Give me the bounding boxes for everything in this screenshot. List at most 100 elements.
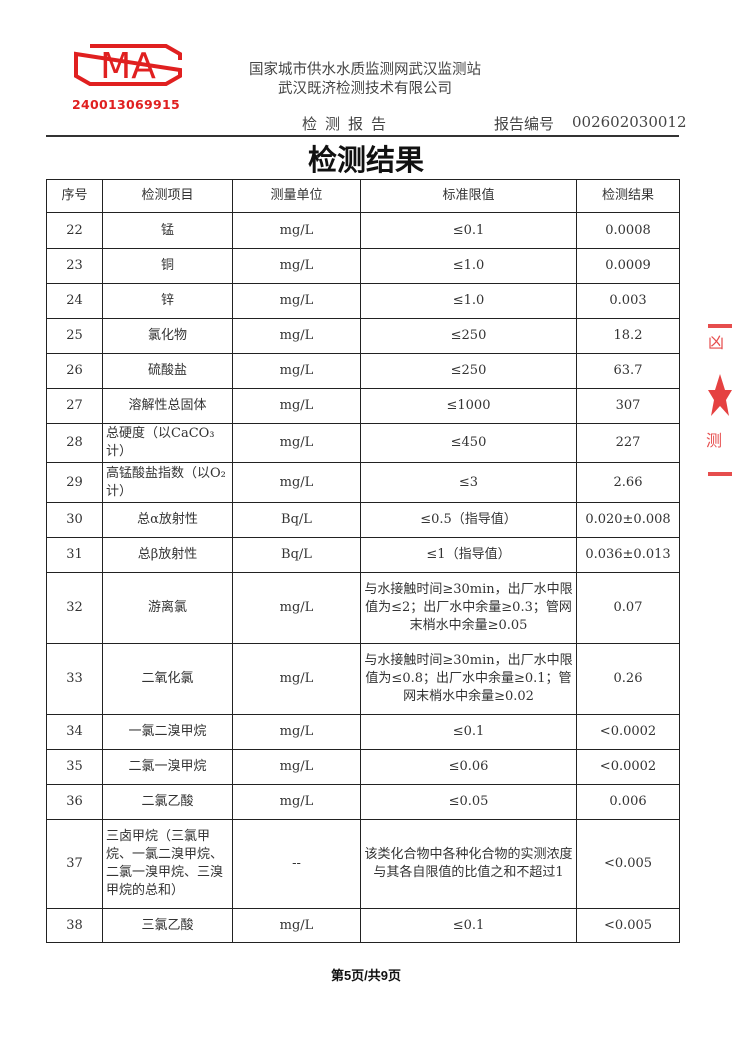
cell-result: 0.0008 [576,212,680,249]
cell-unit: mg/L [232,318,361,354]
cell-unit: Bq/L [232,537,361,573]
page-number: 第5页/共9页 [330,968,402,983]
cell-no: 33 [46,643,103,715]
col-item: 检测项目 [102,179,233,213]
cell-limit: ≤0.5（指导值） [360,502,577,538]
cell-no: 32 [46,572,103,644]
page-title: 检测结果 [307,143,424,177]
cell-result: <0.0002 [576,714,680,750]
cell-item: 锌 [102,283,233,319]
cell-unit: mg/L [232,283,361,319]
cell-no: 28 [46,423,103,463]
cell-result: 63.7 [576,353,680,389]
cell-unit: Bq/L [232,502,361,538]
cell-unit: -- [232,819,361,909]
cell-limit: ≤1.0 [360,283,577,319]
cma-logo: MA [74,44,182,87]
col-unit: 测量单位 [232,179,361,213]
cell-no: 23 [46,248,103,284]
cell-no: 31 [46,537,103,573]
seal-fragment: 凶 测 [706,324,732,476]
cell-no: 36 [46,784,103,820]
cell-limit: 与水接触时间≥30min，出厂水中限值为≤0.8；出厂水中余量≥0.1；管网末梢… [360,643,577,715]
cell-unit: mg/L [232,462,361,503]
cell-item: 氯化物 [102,318,233,354]
table-row: 37 三卤甲烷（三氯甲烷、一氯二溴甲烷、二氯一溴甲烷、三溴甲烷的总和） -- 该类化合… [46,819,680,909]
cell-item: 高锰酸盐指数（以O₂计） [102,462,233,503]
org-name-line2: 武汉既济检测技术有限公司 [278,81,452,97]
cell-result: 0.0009 [576,248,680,284]
cell-result: 0.006 [576,784,680,820]
cell-limit: ≤250 [360,353,577,389]
cell-item: 一氯二溴甲烷 [102,714,233,750]
cell-result: 0.020±0.008 [576,502,680,538]
cell-no: 35 [46,749,103,785]
cell-unit: mg/L [232,212,361,249]
cell-item: 总硬度（以CaCO₃计） [102,423,233,463]
cell-limit: ≤250 [360,318,577,354]
col-result: 检测结果 [576,179,680,213]
cell-no: 27 [46,388,103,424]
col-no: 序号 [46,179,103,213]
table-row: 22 锰 mg/L ≤0.1 0.0008 [46,212,680,249]
results-table: 序号 检测项目 测量单位 标准限值 检测结果 22 锰 mg/L ≤0.1 0.0008… [46,179,680,943]
cell-no: 29 [46,462,103,503]
cell-limit: ≤1000 [360,388,577,424]
report-type: 检测报告 [302,115,395,133]
cell-limit: ≤0.1 [360,908,577,943]
svg-text:凶: 凶 [708,333,724,352]
cell-item: 二氯乙酸 [102,784,233,820]
cell-limit: ≤0.1 [360,714,577,750]
table-row: 27 溶解性总固体 mg/L ≤1000 307 [46,388,680,424]
cell-result: 0.036±0.013 [576,537,680,573]
table-row: 38 三氯乙酸 mg/L ≤0.1 <0.005 [46,908,680,943]
cell-no: 26 [46,353,103,389]
report-number-label: 报告编号 [494,115,555,133]
cell-no: 34 [46,714,103,750]
table-row: 30 总α放射性 Bq/L ≤0.5（指导值） 0.020±0.008 [46,502,680,538]
cell-item: 二氧化氯 [102,643,233,715]
cell-no: 22 [46,212,103,249]
cell-result: <0.005 [576,908,680,943]
cell-limit: ≤0.05 [360,784,577,820]
cell-unit: mg/L [232,908,361,943]
cell-unit: mg/L [232,749,361,785]
cell-result: <0.005 [576,819,680,909]
svg-text:MA: MA [100,46,156,87]
table-row: 29 高锰酸盐指数（以O₂计） mg/L ≤3 2.66 [46,462,680,503]
cell-item: 三氯乙酸 [102,908,233,943]
cell-unit: mg/L [232,714,361,750]
table-row: 35 二氯一溴甲烷 mg/L ≤0.06 <0.0002 [46,749,680,785]
cell-unit: mg/L [232,643,361,715]
cell-result: <0.0002 [576,749,680,785]
cell-limit: 该类化合物中各种化合物的实测浓度与其各自限值的比值之和不超过1 [360,819,577,909]
cell-result: 227 [576,423,680,463]
col-limit: 标准限值 [360,179,577,213]
org-name-line1: 国家城市供水水质监测网武汉监测站 [249,62,481,78]
table-row: 23 铜 mg/L ≤1.0 0.0009 [46,248,680,284]
cell-limit: 与水接触时间≥30min，出厂水中限值为≤2；出厂水中余量≥0.3；管网末梢水中… [360,572,577,644]
cell-item: 三卤甲烷（三氯甲烷、一氯二溴甲烷、二氯一溴甲烷、三溴甲烷的总和） [102,819,233,909]
cell-result: 0.07 [576,572,680,644]
cell-unit: mg/L [232,388,361,424]
table-row: 31 总β放射性 Bq/L ≤1（指导值） 0.036±0.013 [46,537,680,573]
svg-text:测: 测 [706,431,722,450]
table-row: 32 游离氯 mg/L 与水接触时间≥30min，出厂水中限值为≤2；出厂水中余量≥0… [46,572,680,644]
cell-no: 37 [46,819,103,909]
cell-limit: ≤0.1 [360,212,577,249]
cell-unit: mg/L [232,423,361,463]
cell-no: 30 [46,502,103,538]
cell-result: 307 [576,388,680,424]
table-row: 25 氯化物 mg/L ≤250 18.2 [46,318,680,354]
table-header: 序号 检测项目 测量单位 标准限值 检测结果 [46,179,680,213]
cell-unit: mg/L [232,353,361,389]
cell-item: 溶解性总固体 [102,388,233,424]
table-row: 34 一氯二溴甲烷 mg/L ≤0.1 <0.0002 [46,714,680,750]
cell-limit: ≤450 [360,423,577,463]
cell-limit: ≤1.0 [360,248,577,284]
cell-item: 二氯一溴甲烷 [102,749,233,785]
cell-result: 0.003 [576,283,680,319]
table-row: 28 总硬度（以CaCO₃计） mg/L ≤450 227 [46,423,680,463]
cell-item: 锰 [102,212,233,249]
